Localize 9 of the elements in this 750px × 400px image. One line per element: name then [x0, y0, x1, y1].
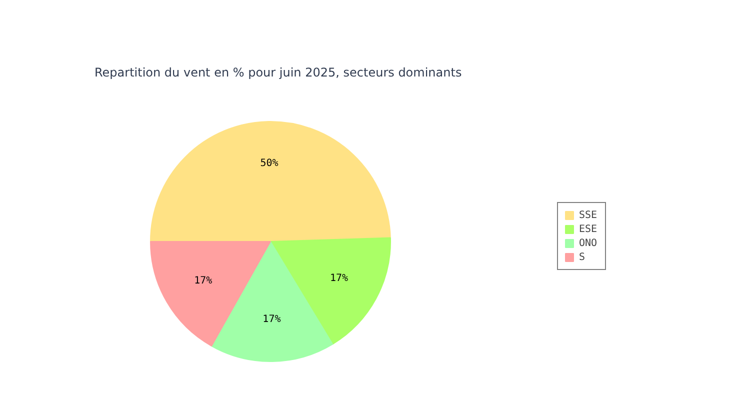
data-label: 50%: [260, 158, 278, 170]
legend-label: SSE: [579, 209, 598, 221]
data-label: 17%: [262, 314, 281, 325]
chart-title: Repartition du vent en % pour juin 2025, secteurs dominants: [94, 66, 462, 80]
data-label: 17%: [194, 275, 212, 286]
data-label: 17%: [330, 273, 348, 284]
legend-label: ONO: [579, 237, 598, 249]
legend-label: S: [579, 251, 586, 263]
legend-label: ESE: [579, 223, 598, 235]
